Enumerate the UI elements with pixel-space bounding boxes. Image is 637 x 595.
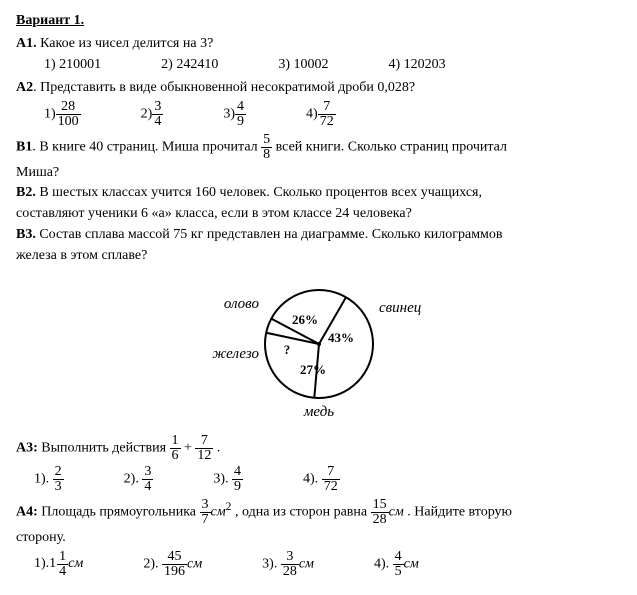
- q-label: А4:: [16, 505, 38, 520]
- svg-text:медь: медь: [302, 404, 333, 420]
- q-label: В3.: [16, 227, 36, 242]
- a3-opt1: 1). 23: [34, 465, 64, 494]
- a1-options: 1) 210001 2) 242410 3) 10002 4) 120203: [44, 56, 621, 75]
- a3-opt2: 2). 34: [124, 465, 154, 494]
- a2-opt2: 2)34: [141, 100, 164, 129]
- question-b1: В1. В книге 40 страниц. Миша прочитал 58…: [16, 133, 621, 162]
- svg-text:олово: олово: [223, 296, 259, 312]
- question-a3: А3: Выполнить действия 16 + 712 .: [16, 434, 621, 463]
- svg-text:свинец: свинец: [379, 300, 421, 316]
- a4-opt4: 4). 45см: [374, 550, 419, 579]
- a3-options: 1). 23 2). 34 3). 49 4). 772: [34, 465, 621, 494]
- q-label: А1.: [16, 36, 37, 51]
- variant-title: Вариант 1.: [16, 12, 621, 31]
- a2-opt1: 1)28100: [44, 100, 81, 129]
- a4-options: 1).114см 2). 45196см 3). 328см 4). 45см: [34, 550, 621, 579]
- q-label: В2.: [16, 185, 36, 200]
- q-text: . Представить в виде обыкновенной несокр…: [33, 80, 415, 95]
- a2-opt3: 3)49: [223, 100, 246, 129]
- a1-opt2: 2) 242410: [161, 56, 218, 75]
- question-b2-line2: составляют ученики 6 «а» класса, если в …: [16, 205, 621, 224]
- question-a1: А1. Какое из чисел делится на 3?: [16, 35, 621, 54]
- question-a2: А2. Представить в виде обыкновенной несо…: [16, 79, 621, 98]
- svg-text:железо: железо: [212, 346, 259, 362]
- a4-opt2: 2). 45196см: [143, 550, 202, 579]
- q-label: В1: [16, 139, 32, 154]
- a4-opt1: 1).114см: [34, 550, 83, 579]
- q-label: А2: [16, 80, 33, 95]
- svg-text:27%: 27%: [300, 362, 326, 377]
- a1-opt3: 3) 10002: [278, 56, 328, 75]
- question-b1-line2: Миша?: [16, 164, 621, 183]
- question-b2: В2. В шестых классах учится 160 человек.…: [16, 184, 621, 203]
- a3-opt3: 3). 49: [213, 465, 243, 494]
- question-b3-line2: железа в этом сплаве?: [16, 247, 621, 266]
- a3-opt4: 4). 772: [303, 465, 340, 494]
- q-label: А3:: [16, 441, 38, 456]
- question-a4-line2: сторону.: [16, 529, 621, 548]
- a2-options: 1)28100 2)34 3)49 4)772: [44, 100, 621, 129]
- question-b3: В3. Состав сплава массой 75 кг представл…: [16, 226, 621, 245]
- svg-text:43%: 43%: [328, 330, 354, 345]
- a4-opt3: 3). 328см: [262, 550, 314, 579]
- svg-text:?: ?: [283, 342, 290, 357]
- svg-text:26%: 26%: [292, 312, 318, 327]
- a2-opt4: 4)772: [306, 100, 336, 129]
- a1-opt1: 1) 210001: [44, 56, 101, 75]
- pie-chart: 43% 27%?26% олово свинец железо медь: [16, 272, 621, 432]
- q-text: Какое из чисел делится на 3?: [40, 36, 213, 51]
- question-a4: А4: Площадь прямоугольника 37см2 , одна …: [16, 498, 621, 527]
- a1-opt4: 4) 120203: [389, 56, 446, 75]
